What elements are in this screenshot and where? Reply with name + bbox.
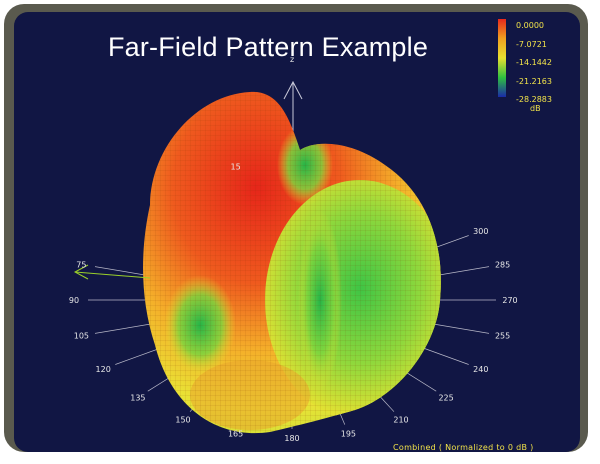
azimuth-tick-label: 285 (495, 260, 510, 269)
colorbar-gradient (498, 19, 506, 97)
azimuth-tick-label: 210 (393, 416, 408, 425)
azimuth-tick-label: 180 (284, 434, 299, 443)
z-axis-arrowhead (283, 80, 303, 100)
azimuth-tick-label: 120 (96, 365, 111, 374)
azimuth-tick-label: 255 (495, 332, 510, 341)
azimuth-tick-label: 75 (76, 260, 86, 269)
colorbar-unit: dB (530, 104, 541, 113)
azimuth-tick-label: 165 (228, 429, 243, 438)
x-axis-arrowhead (73, 264, 89, 280)
chart-title: Far-Field Pattern Example (107, 32, 429, 62)
azimuth-tick-labels: 15 75 90 105 120 135 150 165 180 195 210 225 240 255 2… (69, 163, 518, 443)
azimuth-tick-label: 225 (438, 394, 453, 403)
colorbar-label: -7.0721 (516, 39, 547, 49)
azimuth-tick-label: 240 (473, 365, 488, 374)
azimuth-tick-label: 135 (130, 394, 145, 403)
azimuth-tick-label: 150 (175, 416, 190, 425)
z-axis-label: z (290, 55, 294, 64)
colorbar-label: -28.2883 (516, 95, 552, 104)
radiation-pattern-surface (143, 91, 441, 434)
x-axis-line (74, 271, 151, 279)
azimuth-tick-label: 105 (74, 332, 89, 341)
azimuth-tick-label: 300 (473, 227, 488, 236)
colorbar-label: -14.1442 (516, 58, 552, 67)
azimuth-tick-label: 15 (231, 163, 241, 172)
azimuth-tick-label: 270 (502, 296, 517, 305)
azimuth-tick-label: 195 (341, 429, 356, 438)
colorbar-label: 0.0000 (516, 21, 544, 30)
normalization-footnote: Combined ( Normalized to 0 dB ) (393, 443, 534, 452)
colorbar-label: -21.2163 (516, 76, 552, 86)
azimuth-tick-label: 90 (69, 296, 79, 305)
